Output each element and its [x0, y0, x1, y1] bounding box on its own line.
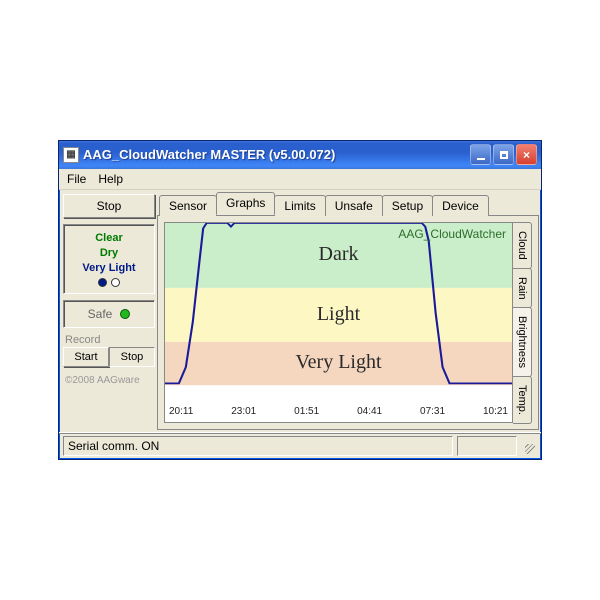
safe-panel: Safe [63, 300, 155, 328]
copyright: ©2008 AAGware [63, 373, 155, 388]
titlebar[interactable]: ▦ AAG_CloudWatcher MASTER (v5.00.072) × [59, 141, 541, 169]
safe-label: Safe [88, 307, 113, 321]
status-dry: Dry [68, 246, 150, 261]
safe-indicator-icon [120, 309, 130, 319]
tab-limits[interactable]: Limits [274, 195, 325, 216]
indicator-dot-1 [98, 278, 107, 287]
brightness-chart: AAG_CloudWatcher Dark Light Very Light 20:… [164, 222, 513, 423]
menubar: File Help [59, 169, 541, 190]
status-clear: Clear [68, 231, 150, 246]
stop-button[interactable]: Stop [63, 194, 155, 218]
indicator-dot-2 [111, 278, 120, 287]
chart-x-axis: 20:11 23:01 01:51 04:41 07:31 10:21 [165, 400, 512, 422]
band-label: Very Light [295, 351, 381, 374]
tab-sensor[interactable]: Sensor [159, 195, 217, 216]
side-tab-temp[interactable]: Temp. [513, 376, 532, 424]
statusbar-cell [457, 436, 517, 456]
x-tick: 01:51 [294, 406, 319, 422]
band-label: Light [317, 303, 360, 326]
app-window: ▦ AAG_CloudWatcher MASTER (v5.00.072) × … [58, 140, 542, 460]
side-tab-cloud[interactable]: Cloud [513, 222, 532, 269]
x-tick: 23:01 [231, 406, 256, 422]
app-icon: ▦ [63, 147, 79, 163]
record-group: Record Start Stop [63, 334, 155, 367]
sky-status-panel: Clear Dry Very Light [63, 224, 155, 295]
left-panel: Stop Clear Dry Very Light Safe Record St… [61, 192, 157, 430]
tab-unsafe[interactable]: Unsafe [325, 195, 383, 216]
side-tab-rain[interactable]: Rain [513, 268, 532, 309]
record-start-button[interactable]: Start [63, 347, 109, 367]
x-tick: 04:41 [357, 406, 382, 422]
top-tabs: SensorGraphsLimitsUnsafeSetupDevice [159, 192, 539, 215]
menu-file[interactable]: File [67, 172, 86, 186]
tab-device[interactable]: Device [432, 195, 489, 216]
window-title: AAG_CloudWatcher MASTER (v5.00.072) [83, 147, 470, 162]
maximize-button[interactable] [493, 144, 514, 165]
record-label: Record [63, 334, 155, 346]
right-tabs: CloudRainBrightnessTemp. [513, 222, 532, 423]
statusbar: Serial comm. ON [59, 432, 541, 459]
minimize-button[interactable] [470, 144, 491, 165]
chart-watermark: AAG_CloudWatcher [398, 227, 506, 241]
menu-help[interactable]: Help [98, 172, 123, 186]
resize-grip-icon[interactable] [521, 436, 537, 456]
close-button[interactable]: × [516, 144, 537, 165]
x-tick: 10:21 [483, 406, 508, 422]
tab-setup[interactable]: Setup [382, 195, 433, 216]
tab-body: AAG_CloudWatcher Dark Light Very Light 20:… [157, 215, 539, 430]
record-stop-button[interactable]: Stop [109, 347, 155, 367]
x-tick: 20:11 [169, 406, 193, 422]
status-brightness: Very Light [68, 261, 150, 276]
statusbar-text: Serial comm. ON [63, 436, 453, 456]
band-label: Dark [319, 243, 359, 266]
tab-graphs[interactable]: Graphs [216, 192, 275, 215]
side-tab-brightness[interactable]: Brightness [512, 307, 532, 377]
x-tick: 07:31 [420, 406, 445, 422]
